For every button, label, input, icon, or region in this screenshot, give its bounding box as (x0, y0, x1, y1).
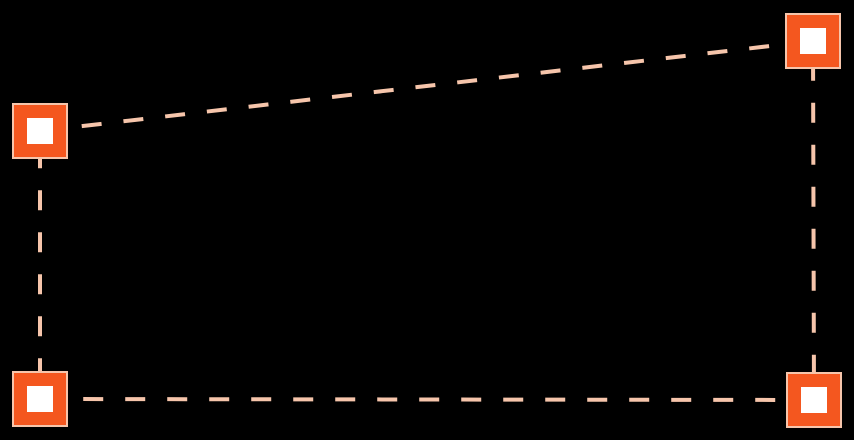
handle-inner-square (27, 386, 53, 412)
handle-bottom-left[interactable] (12, 371, 68, 427)
handle-inner-square (800, 28, 826, 54)
handle-bottom-right[interactable] (786, 372, 842, 428)
handle-inner-square (801, 387, 827, 413)
handle-top-right[interactable] (785, 13, 841, 69)
handle-top-left[interactable] (12, 103, 68, 159)
handle-inner-square (27, 118, 53, 144)
